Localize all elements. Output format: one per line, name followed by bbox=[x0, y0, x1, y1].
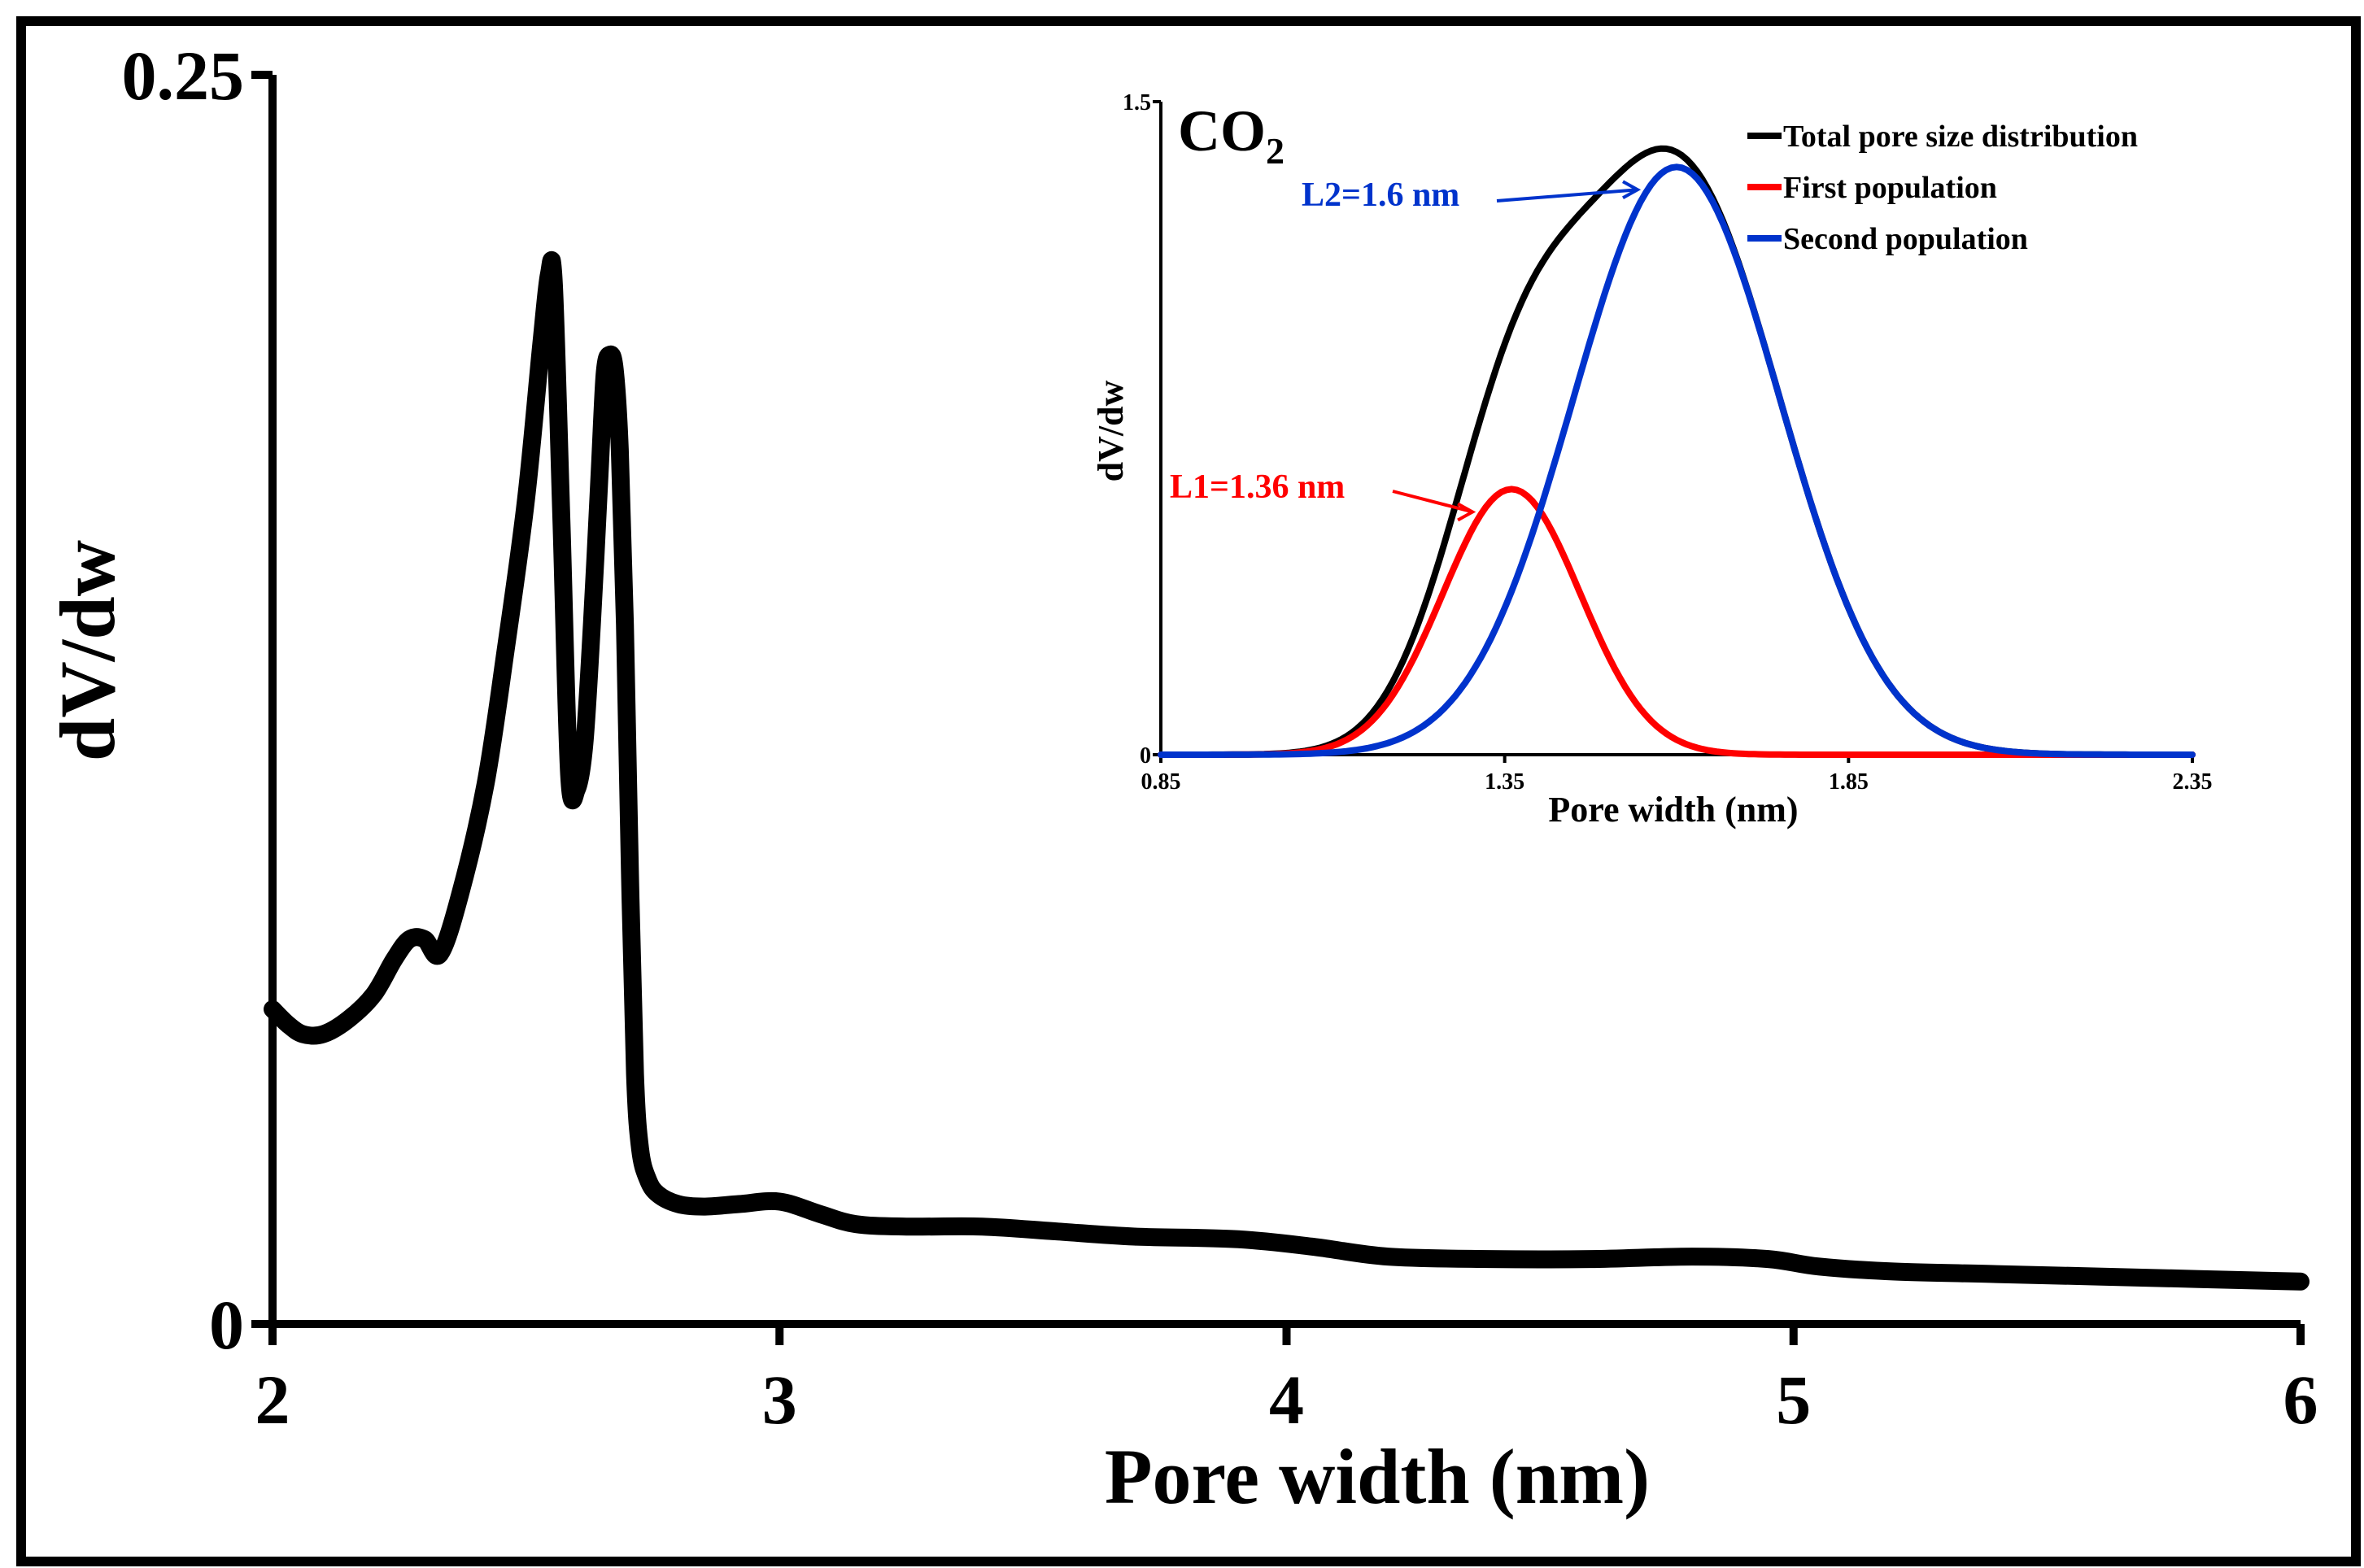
inset-legend: Total pore size distribution First popul… bbox=[1747, 120, 2138, 256]
inset-y-tick-label-1: 1.5 bbox=[1123, 90, 1151, 115]
main-x-tick-label-4: 6 bbox=[2283, 1361, 2318, 1439]
inset-series-line-1 bbox=[1158, 486, 2196, 758]
annotation-l2-arrow-head bbox=[1622, 180, 1642, 200]
inset-x-tick-label-3: 2.35 bbox=[2173, 769, 2213, 795]
inset-series-line-2 bbox=[1158, 163, 2196, 758]
inset-series-line-0 bbox=[1158, 145, 2196, 758]
legend-label-first: First population bbox=[1783, 171, 1997, 205]
legend-label-second: Second population bbox=[1783, 222, 2028, 256]
inset-x-tick-label-0: 0.85 bbox=[1141, 769, 1181, 795]
annotation-l1-arrow-head bbox=[1457, 502, 1476, 522]
annotation-l2: L2=1.6 nm bbox=[1302, 176, 1459, 214]
main-x-tick-label-3: 5 bbox=[1776, 1361, 1811, 1439]
main-y-axis-label: dV/dw bbox=[44, 540, 131, 761]
main-series-line-0 bbox=[264, 251, 2309, 1291]
main-x-tick-label-1: 3 bbox=[762, 1361, 797, 1439]
main-x-tick-label-0: 2 bbox=[255, 1361, 290, 1439]
inset-x-tick-label-1: 1.35 bbox=[1485, 769, 1524, 795]
annotation-l1-arrow-shaft bbox=[1392, 490, 1473, 514]
main-x-tick-label-2: 4 bbox=[1269, 1361, 1304, 1439]
inset-y-tick-label-0: 0 bbox=[1140, 743, 1151, 769]
inset-title-main: CO bbox=[1178, 98, 1266, 163]
inset-y-axis-label: dV/dw bbox=[1091, 380, 1131, 481]
inset-title-subscript: 2 bbox=[1266, 130, 1284, 172]
figure-frame bbox=[16, 16, 2361, 1566]
inset-x-axis-label: Pore width (nm) bbox=[1548, 790, 1798, 830]
main-x-axis-label: Pore width (nm) bbox=[1105, 1433, 1650, 1520]
inset-x-tick-label-2: 1.85 bbox=[1829, 769, 1869, 795]
main-y-tick-label-0: 0 bbox=[209, 1286, 244, 1364]
legend-label-total: Total pore size distribution bbox=[1783, 120, 2138, 154]
inset-title: CO2 bbox=[1178, 98, 1284, 172]
annotation-l1: L1=1.36 nm bbox=[1170, 468, 1345, 506]
main-y-tick-label-1: 0.25 bbox=[122, 37, 245, 115]
annotation-l2-arrow-shaft bbox=[1496, 188, 1638, 203]
